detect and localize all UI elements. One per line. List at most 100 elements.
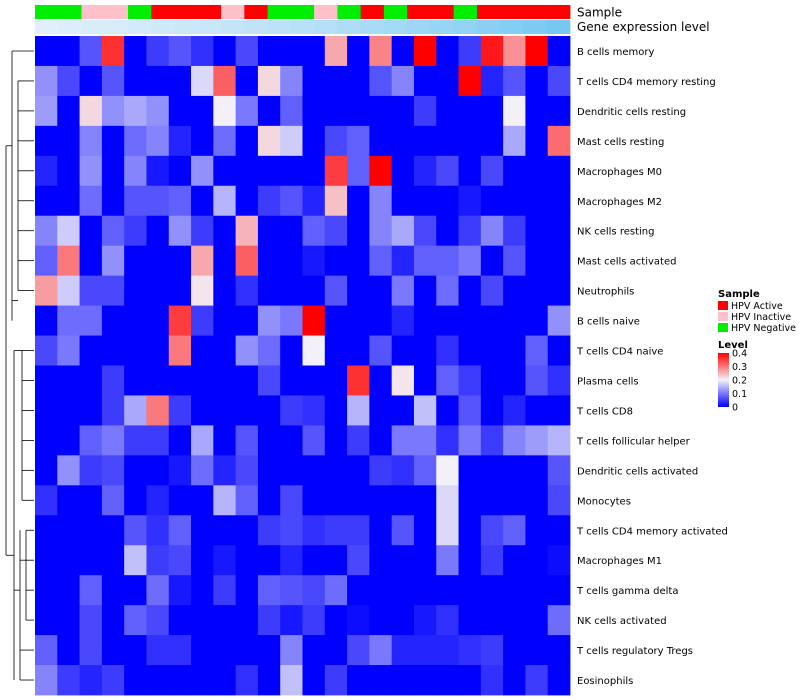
heatmap-cell bbox=[436, 605, 459, 636]
heatmap-cell bbox=[369, 665, 393, 696]
heatmap-cell bbox=[324, 125, 348, 157]
heatmap-cell bbox=[57, 365, 80, 396]
sample-annotation-cell bbox=[104, 5, 129, 19]
sample-annotation-cell bbox=[58, 5, 82, 19]
heatmap-cell bbox=[35, 515, 58, 546]
heatmap-cell bbox=[168, 635, 192, 666]
heatmap-cell bbox=[57, 305, 80, 336]
heatmap-cell bbox=[347, 635, 370, 666]
row-label: Dendritic cells resting bbox=[577, 107, 686, 118]
heatmap-cell bbox=[413, 125, 437, 157]
row-label: T cells CD8 bbox=[576, 406, 633, 417]
heatmap-cell bbox=[124, 245, 147, 277]
heatmap-cell bbox=[257, 635, 281, 666]
heatmap-cell bbox=[436, 365, 459, 396]
heatmap-cell bbox=[191, 305, 214, 336]
expression-annotation-cell bbox=[174, 20, 199, 34]
heatmap-cell bbox=[280, 485, 303, 516]
heatmap-cell bbox=[324, 455, 348, 486]
heatmap-cell bbox=[503, 335, 526, 366]
heatmap-cell bbox=[79, 545, 103, 576]
heatmap-cell bbox=[57, 65, 80, 97]
heatmap-cell bbox=[213, 635, 237, 666]
heatmap-cell bbox=[257, 395, 281, 426]
heatmap-cell bbox=[480, 545, 504, 576]
heatmap-cell bbox=[124, 305, 147, 336]
heatmap-cell bbox=[280, 36, 303, 67]
heatmap-cell bbox=[57, 215, 80, 247]
heatmap-cell bbox=[146, 36, 170, 67]
row-label: Macrophages M1 bbox=[577, 556, 662, 567]
heatmap-cell bbox=[280, 455, 303, 486]
heatmap-cell bbox=[391, 65, 415, 97]
heatmap-cell bbox=[57, 635, 80, 666]
legend-swatch bbox=[718, 301, 728, 310]
heatmap-cell bbox=[458, 395, 482, 426]
heatmap-cell bbox=[57, 275, 80, 306]
sample-annotation-cell bbox=[267, 5, 292, 19]
expression-annotation-cell bbox=[430, 20, 455, 34]
heatmap-cell bbox=[191, 425, 214, 456]
heatmap-cell bbox=[168, 36, 192, 67]
heatmap-cell bbox=[525, 425, 549, 456]
heatmap-cell bbox=[280, 155, 303, 187]
legend-swatch bbox=[718, 323, 728, 332]
heatmap-cell bbox=[503, 36, 526, 67]
heatmap-cell bbox=[436, 155, 459, 187]
heatmap-cell bbox=[101, 245, 125, 277]
heatmap-cell bbox=[146, 215, 170, 247]
expression-annotation-cell bbox=[244, 20, 269, 34]
heatmap-cell bbox=[280, 665, 303, 696]
heatmap-cell bbox=[146, 605, 170, 636]
heatmap-cell bbox=[191, 155, 214, 187]
heatmap-cell bbox=[213, 575, 237, 606]
heatmap-cell bbox=[369, 36, 393, 67]
expression-annotation-cell bbox=[290, 20, 315, 34]
heatmap-cell bbox=[168, 65, 192, 97]
heatmap-cell bbox=[101, 65, 125, 97]
heatmap-cell bbox=[79, 305, 103, 336]
heatmap-cell bbox=[413, 215, 437, 247]
heatmap-cell bbox=[79, 215, 103, 247]
heatmap-cell bbox=[235, 275, 259, 306]
heatmap-cell bbox=[213, 395, 237, 426]
heatmap-cell bbox=[124, 575, 147, 606]
heatmap-cell bbox=[324, 635, 348, 666]
heatmap-cell bbox=[213, 455, 237, 486]
heatmap-cell bbox=[458, 275, 482, 306]
heatmap-cell bbox=[257, 185, 281, 217]
heatmap-cell bbox=[324, 36, 348, 67]
heatmap-cell bbox=[280, 515, 303, 546]
heatmap-cell bbox=[101, 125, 125, 157]
heatmap-cell bbox=[302, 215, 326, 247]
sample-annotation-cell bbox=[290, 5, 315, 19]
level-tick-label: 0.2 bbox=[732, 376, 747, 387]
heatmap-cell bbox=[547, 425, 571, 456]
heatmap-cell bbox=[347, 245, 370, 277]
heatmap-cell bbox=[235, 185, 259, 217]
heatmap-cell bbox=[280, 395, 303, 426]
sample-annotation-label: Sample bbox=[577, 6, 622, 20]
heatmap-cell bbox=[235, 36, 259, 67]
heatmap-cell bbox=[503, 275, 526, 306]
heatmap-cell bbox=[347, 605, 370, 636]
row-label: Mast cells activated bbox=[577, 257, 676, 268]
row-label: Dendritic cells activated bbox=[577, 466, 698, 477]
heatmap-cell bbox=[302, 245, 326, 277]
sample-annotation-cell bbox=[151, 5, 175, 19]
heatmap-cell bbox=[347, 125, 370, 157]
heatmap-cell bbox=[347, 365, 370, 396]
heatmap-cell bbox=[480, 425, 504, 456]
sample-annotation-cell bbox=[221, 5, 245, 19]
level-tick-label: 0.4 bbox=[732, 349, 747, 360]
heatmap-cell bbox=[391, 485, 415, 516]
heatmap-cell bbox=[235, 485, 259, 516]
heatmap-cell bbox=[35, 36, 58, 67]
heatmap-cell bbox=[280, 365, 303, 396]
heatmap-cell bbox=[347, 155, 370, 187]
heatmap-cell bbox=[124, 215, 147, 247]
heatmap-cell bbox=[168, 185, 192, 217]
heatmap-cell bbox=[146, 485, 170, 516]
heatmap-cell bbox=[257, 515, 281, 546]
heatmap-cell bbox=[191, 245, 214, 277]
